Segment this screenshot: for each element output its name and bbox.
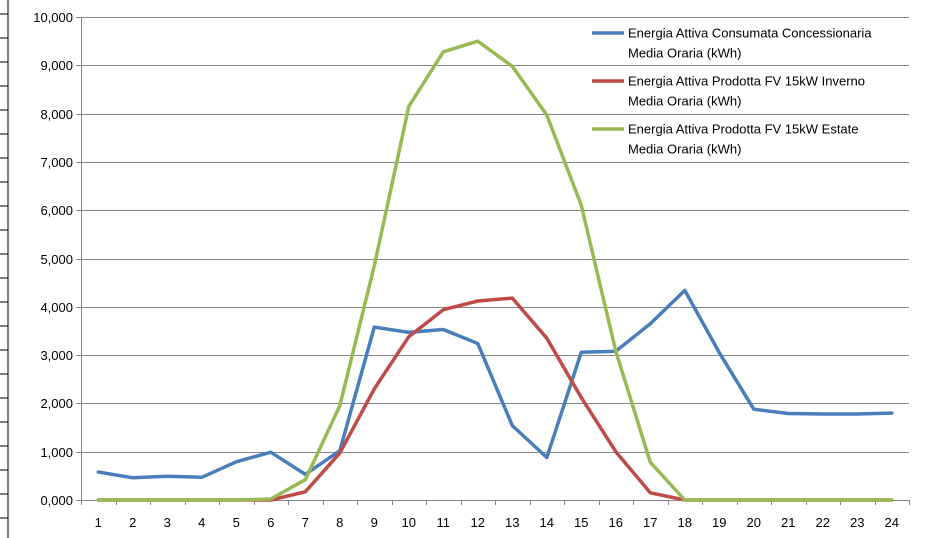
y-tick-label: 3,000 — [40, 348, 73, 363]
y-axis-ticks: 0,000 1,000 2,000 3,000 4,000 5,000 6,000 7,000… — [33, 10, 81, 508]
legend-label: Media Oraria (kWh) — [628, 94, 741, 109]
x-tick-label: 14 — [540, 515, 554, 530]
x-tick-label: 17 — [643, 515, 657, 530]
legend-label: Energia Attiva Prodotta FV 15kW Estate — [628, 122, 859, 137]
legend: Energia Attiva Consumata Concessionaria M… — [592, 26, 872, 157]
left-edge-frame — [0, 0, 9, 538]
x-tick-label: 15 — [574, 515, 588, 530]
y-tick-label: 8,000 — [40, 107, 73, 122]
y-tick-label: 1,000 — [40, 445, 73, 460]
x-tick-label: 22 — [816, 515, 830, 530]
y-tick-label: 6,000 — [40, 203, 73, 218]
x-axis-ticks: 1 2 3 4 5 6 7 8 9 10 11 12 13 14 15 16 17 18 19 20 21 22 23 24 — [81, 500, 910, 530]
series-line-1 — [96, 288, 894, 480]
x-tick-label: 2 — [129, 515, 136, 530]
x-tick-label: 5 — [233, 515, 240, 530]
x-tick-label: 3 — [164, 515, 171, 530]
series-line-3 — [96, 39, 894, 502]
x-tick-label: 6 — [267, 515, 274, 530]
x-tick-label: 13 — [505, 515, 519, 530]
x-tick-label: 8 — [336, 515, 343, 530]
x-tick-label: 4 — [198, 515, 205, 530]
y-tick-label: 4,000 — [40, 300, 73, 315]
x-tick-label: 12 — [471, 515, 485, 530]
legend-label: Media Oraria (kWh) — [628, 46, 741, 61]
axes — [81, 17, 909, 501]
x-tick-label: 19 — [712, 515, 726, 530]
x-tick-label: 16 — [609, 515, 623, 530]
x-tick-label: 18 — [678, 515, 692, 530]
x-tick-label: 21 — [781, 515, 795, 530]
y-tick-label: 9,000 — [40, 58, 73, 73]
y-tick-label: 7,000 — [40, 155, 73, 170]
gridlines — [81, 17, 909, 453]
y-tick-label: 10,000 — [33, 10, 73, 25]
x-tick-label: 1 — [95, 515, 102, 530]
series-lines — [96, 39, 894, 502]
x-tick-label: 20 — [747, 515, 761, 530]
y-tick-label: 0,000 — [40, 493, 73, 508]
x-tick-label: 23 — [850, 515, 864, 530]
x-tick-label: 24 — [885, 515, 899, 530]
y-tick-label: 2,000 — [40, 396, 73, 411]
y-tick-label: 5,000 — [40, 252, 73, 267]
legend-label: Media Oraria (kWh) — [628, 142, 741, 157]
legend-label: Energia Attiva Consumata Concessionaria — [628, 26, 872, 41]
x-tick-label: 9 — [371, 515, 378, 530]
x-tick-label: 7 — [302, 515, 309, 530]
x-tick-label: 11 — [437, 515, 451, 530]
x-tick-label: 10 — [402, 515, 416, 530]
legend-label: Energia Attiva Prodotta FV 15kW Inverno — [628, 74, 865, 89]
